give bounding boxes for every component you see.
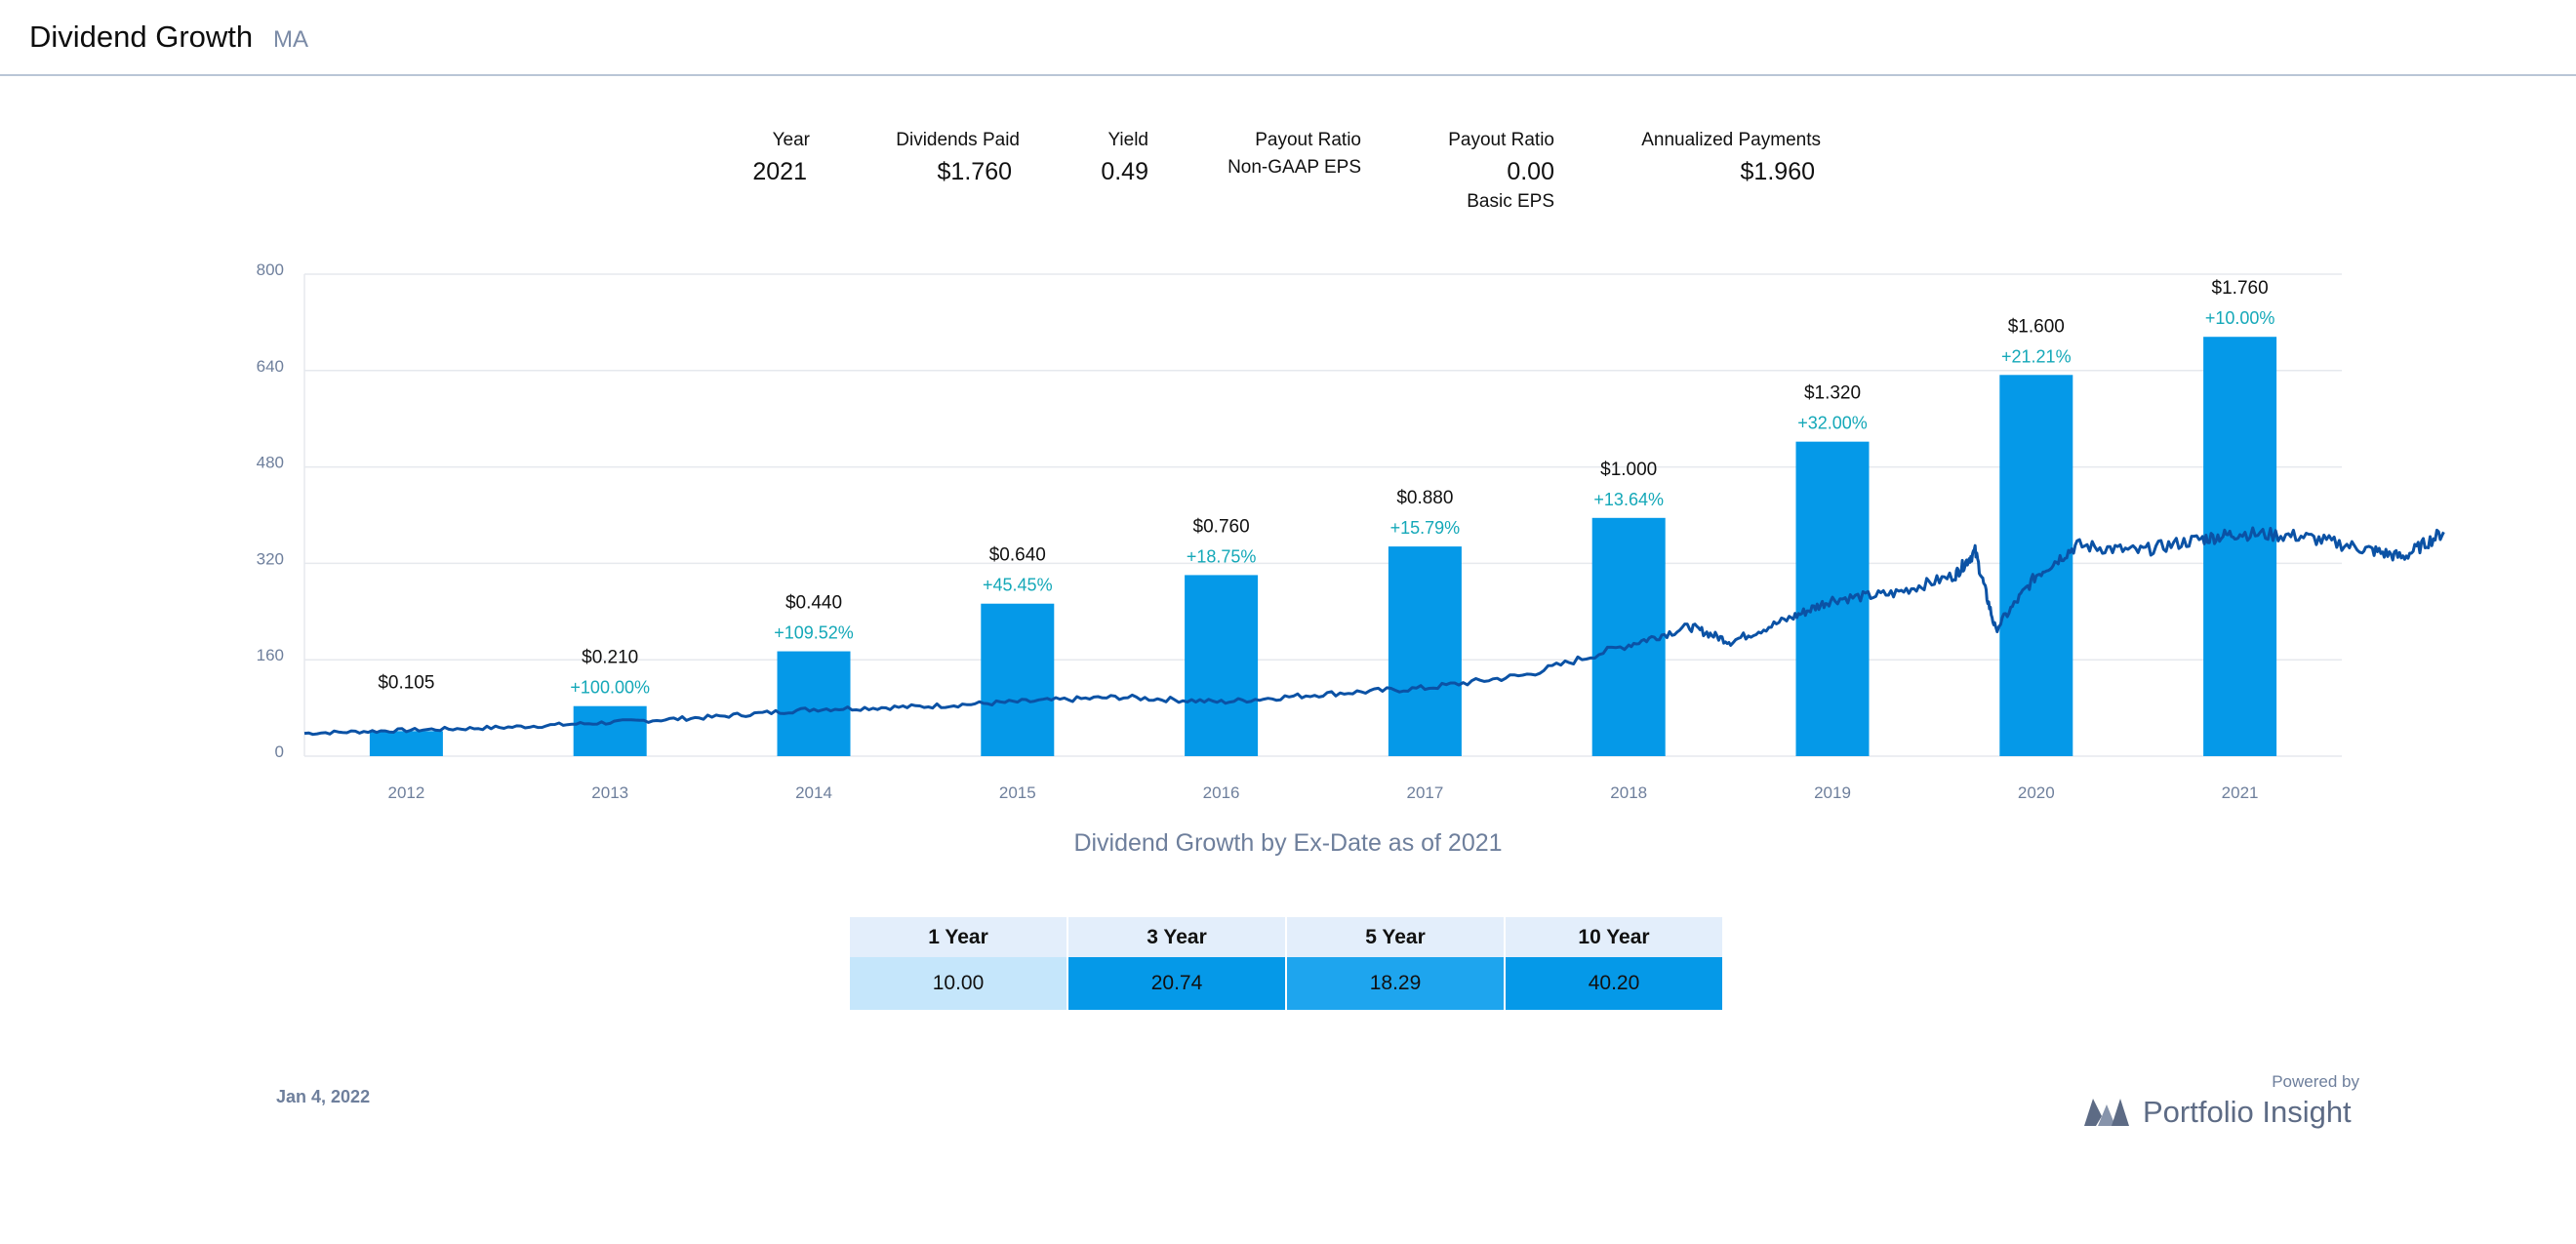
bar — [1185, 575, 1259, 756]
growth-value-5-year: 18.29 — [1287, 957, 1504, 1010]
bar-growth-label: +45.45% — [983, 576, 1053, 595]
stat-yield-label: Yield — [1107, 130, 1148, 150]
powered-by-label: Powered by — [2272, 1072, 2359, 1091]
page-title: Dividend Growth — [29, 20, 254, 54]
bar-value-label: $0.640 — [989, 545, 1046, 566]
growth-value-10-year: 40.20 — [1506, 957, 1722, 1010]
x-tick-label: 2021 — [2222, 783, 2259, 802]
chart-caption: Dividend Growth by Ex-Date as of 2021 — [1073, 829, 1503, 857]
x-tick-label: 2016 — [1203, 783, 1240, 802]
x-tick-label: 2013 — [591, 783, 628, 802]
y-tick-label: 800 — [257, 261, 284, 279]
bar-value-label: $0.440 — [785, 593, 842, 614]
stat-year-value: 2021 — [752, 158, 807, 185]
brand-name: Portfolio Insight — [2143, 1095, 2352, 1129]
growth-header-3-year: 3 Year — [1068, 917, 1285, 957]
bar — [1388, 546, 1462, 756]
bar — [369, 731, 443, 756]
ticker-symbol: MA — [273, 26, 308, 53]
y-tick-label: 0 — [275, 742, 284, 761]
bar-value-label: $0.105 — [378, 672, 434, 693]
growth-table-value-row: 10.00 20.74 18.29 40.20 — [850, 957, 1722, 1010]
stat-annualized-label: Annualized Payments — [1641, 130, 1821, 150]
bar-growth-label: +10.00% — [2205, 308, 2275, 328]
bar-value-label: $1.320 — [1804, 383, 1861, 404]
stat-yield-value: 0.49 — [1101, 158, 1148, 185]
growth-value-1-year: 10.00 — [850, 957, 1067, 1010]
bar-value-label: $1.000 — [1600, 460, 1657, 480]
growth-value-3-year: 20.74 — [1068, 957, 1285, 1010]
growth-header-1-year: 1 Year — [850, 917, 1067, 957]
stat-payout-basic-label: Payout Ratio — [1448, 130, 1554, 150]
bar — [981, 603, 1055, 756]
y-tick-label: 160 — [257, 646, 284, 664]
bar — [1999, 375, 2073, 756]
bar-growth-label: +100.00% — [570, 678, 650, 698]
bar-growth-label: +109.52% — [774, 623, 854, 643]
page-header: Dividend Growth MA — [0, 0, 2576, 76]
portfolio-insight-logo[interactable]: Portfolio Insight — [2084, 1093, 2352, 1132]
bar-growth-label: +21.21% — [2001, 346, 2072, 366]
x-tick-label: 2012 — [387, 783, 424, 802]
x-tick-label: 2019 — [1814, 783, 1851, 802]
bar-growth-label: +32.00% — [1797, 414, 1868, 433]
growth-header-5-year: 5 Year — [1287, 917, 1504, 957]
portfolio-insight-logo-icon — [2084, 1099, 2129, 1126]
dividend-growth-chart: 0 160 320 480 640 800 $0.105 2012 $0.210 +100.00%… — [257, 261, 2445, 802]
y-tick-label: 640 — [257, 357, 284, 376]
growth-header-10-year: 10 Year — [1506, 917, 1722, 957]
bar-value-label: $1.600 — [2008, 316, 2065, 337]
stat-year-label: Year — [772, 130, 810, 150]
growth-table-header-row: 1 Year 3 Year 5 Year 10 Year — [850, 917, 1722, 957]
stat-payout-basic-value: 0.00 — [1507, 158, 1554, 185]
bar-value-label: $0.210 — [582, 648, 638, 668]
bar-growth-label: +18.75% — [1187, 546, 1257, 566]
bar-value-label: $1.760 — [2212, 278, 2269, 299]
bar-value-label: $0.880 — [1396, 488, 1453, 508]
bar — [573, 705, 647, 756]
x-tick-label: 2018 — [1610, 783, 1647, 802]
price-line — [303, 526, 2445, 737]
bar-value-label: $0.760 — [1193, 516, 1250, 537]
x-tick-label: 2020 — [2018, 783, 2055, 802]
y-tick-label: 480 — [257, 454, 284, 472]
bar — [2203, 337, 2277, 756]
stat-payout-basic-sub: Basic EPS — [1467, 191, 1554, 212]
x-tick-label: 2017 — [1406, 783, 1443, 802]
stat-dividends-value: $1.760 — [937, 158, 1012, 185]
bar — [777, 651, 851, 756]
stat-payout-nongaap-sub: Non-GAAP EPS — [1228, 157, 1361, 178]
x-tick-label: 2014 — [795, 783, 832, 802]
x-tick-label: 2015 — [999, 783, 1036, 802]
stat-annualized-value: $1.960 — [1740, 158, 1815, 185]
footer-date: Jan 4, 2022 — [276, 1087, 371, 1106]
stat-dividends-label: Dividends Paid — [896, 130, 1020, 150]
growth-rate-table: 1 Year 3 Year 5 Year 10 Year 10.00 20.74… — [848, 917, 1724, 1010]
y-tick-label: 320 — [257, 549, 284, 568]
stat-payout-nongaap-label: Payout Ratio — [1255, 130, 1361, 150]
bar-growth-label: +15.79% — [1390, 518, 1461, 538]
bar-growth-label: +13.64% — [1593, 490, 1664, 509]
